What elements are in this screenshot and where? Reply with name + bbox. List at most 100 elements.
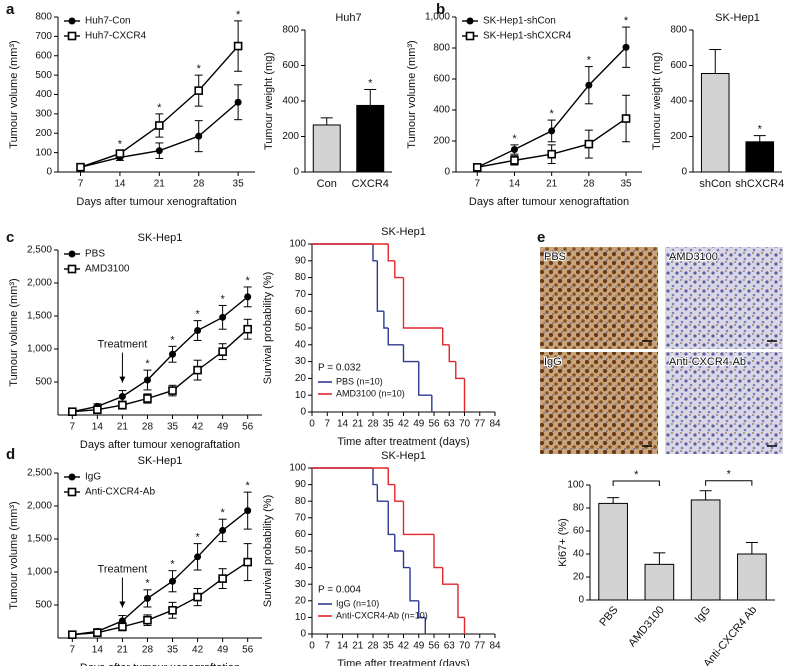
x-tick-label: 84 (489, 641, 501, 652)
point (118, 400, 127, 410)
y-tick-label: 0 (444, 167, 450, 178)
point (143, 615, 152, 625)
y-tick-label: 30 (295, 356, 307, 367)
y-tick-label: 20 (295, 373, 307, 384)
point (193, 592, 202, 602)
annotation: Treatment (98, 338, 148, 350)
x-tick-label: 28 (193, 179, 205, 190)
p-value: P = 0.032 (318, 363, 361, 374)
annotation-arrowhead (119, 601, 126, 608)
micrograph (665, 352, 783, 454)
legend-label: AMD3100 (85, 264, 130, 275)
x-tick-label: 35 (383, 641, 395, 652)
point (118, 622, 127, 632)
survival-step (394, 534, 404, 552)
x-tick-label: 14 (337, 641, 349, 652)
annotation: Treatment (98, 563, 148, 575)
image-label: IgG (544, 356, 562, 368)
point (234, 98, 242, 106)
chart-title: SK-Hep1 (138, 232, 183, 244)
legend-label: PBS (n=10) (336, 376, 383, 386)
survival-step (383, 311, 389, 329)
y-tick-label: 0 (293, 167, 299, 178)
panel-letter: c (6, 229, 14, 246)
significance: * (220, 293, 225, 305)
series-line (72, 296, 249, 413)
x-tick-label: 70 (459, 641, 471, 652)
y-tick-label: 50 (295, 323, 307, 334)
x-tick-label: 14 (114, 179, 126, 190)
point (219, 526, 227, 534)
x-tick-label: PBS (597, 604, 620, 629)
y-axis-label: Tumour weight (mg) (263, 52, 275, 150)
y-tick-label: 90 (295, 255, 307, 266)
point (466, 17, 474, 25)
y-tick-label: 80 (295, 496, 307, 507)
x-tick-label: 35 (233, 179, 245, 190)
y-tick-label: 400 (433, 105, 450, 116)
x-tick-label: 63 (444, 419, 456, 430)
x-tick-label: 7 (324, 419, 330, 430)
chart-title: SK-Hep1 (138, 455, 183, 467)
micrograph (540, 352, 658, 454)
x-tick-label: 49 (413, 641, 425, 652)
y-tick-label: 40 (573, 549, 585, 560)
y-tick-label: 200 (670, 131, 687, 142)
significance: * (145, 578, 150, 590)
point (547, 149, 556, 159)
x-tick-label: 56 (242, 645, 254, 656)
y-tick-label: 500 (35, 600, 52, 611)
significance: * (368, 77, 373, 89)
point (195, 132, 203, 140)
point (76, 162, 85, 172)
survival-step (372, 244, 378, 262)
y-tick-label: 800 (282, 25, 299, 36)
y-tick-label: 60 (573, 526, 585, 537)
y-tick-label: 100 (289, 239, 306, 250)
x-tick-label: Con (317, 178, 337, 190)
survival-step (387, 244, 395, 262)
significance: * (145, 358, 150, 370)
y-tick-label: 30 (295, 579, 307, 590)
y-tick-label: 600 (670, 60, 687, 71)
survival-step (442, 567, 458, 585)
x-tick-label: 77 (474, 641, 486, 652)
point (68, 250, 76, 258)
y-axis-label: Survival probability (%) (262, 495, 274, 607)
x-tick-label: 7 (324, 641, 330, 652)
x-tick-label: 0 (309, 419, 315, 430)
legend-label: PBS (85, 249, 105, 260)
significance: * (634, 469, 639, 481)
y-tick-label: 20 (295, 595, 307, 606)
x-tick-label: shCXCR4 (735, 178, 784, 190)
bar (745, 141, 775, 173)
y-tick-label: 60 (295, 529, 307, 540)
x-tick-label: 21 (352, 419, 364, 430)
x-tick-label: 21 (117, 422, 129, 433)
significance: * (246, 275, 251, 287)
y-tick-label: 600 (35, 50, 52, 61)
point (622, 43, 630, 51)
point (143, 594, 151, 602)
chart-title: SK-Hep1 (381, 450, 426, 462)
survival-step (457, 584, 465, 619)
point (93, 628, 102, 638)
x-tick-label: 70 (459, 419, 471, 430)
micrograph (540, 247, 658, 349)
bar (690, 499, 721, 601)
legend-label: IgG (85, 472, 101, 483)
point (218, 574, 227, 583)
y-axis-label: Survival probability (%) (262, 272, 274, 384)
survival-step (455, 361, 465, 380)
panel-letter: d (6, 446, 15, 463)
y-tick-label: 800 (670, 25, 687, 36)
y-tick-label: 0 (300, 629, 306, 640)
significance: * (195, 532, 200, 544)
point (93, 405, 102, 415)
x-axis-label: Days after tumour xenograftation (80, 662, 240, 666)
survival-step (409, 567, 419, 602)
y-tick-label: 10 (295, 612, 307, 623)
panel-letter: a (6, 1, 15, 18)
